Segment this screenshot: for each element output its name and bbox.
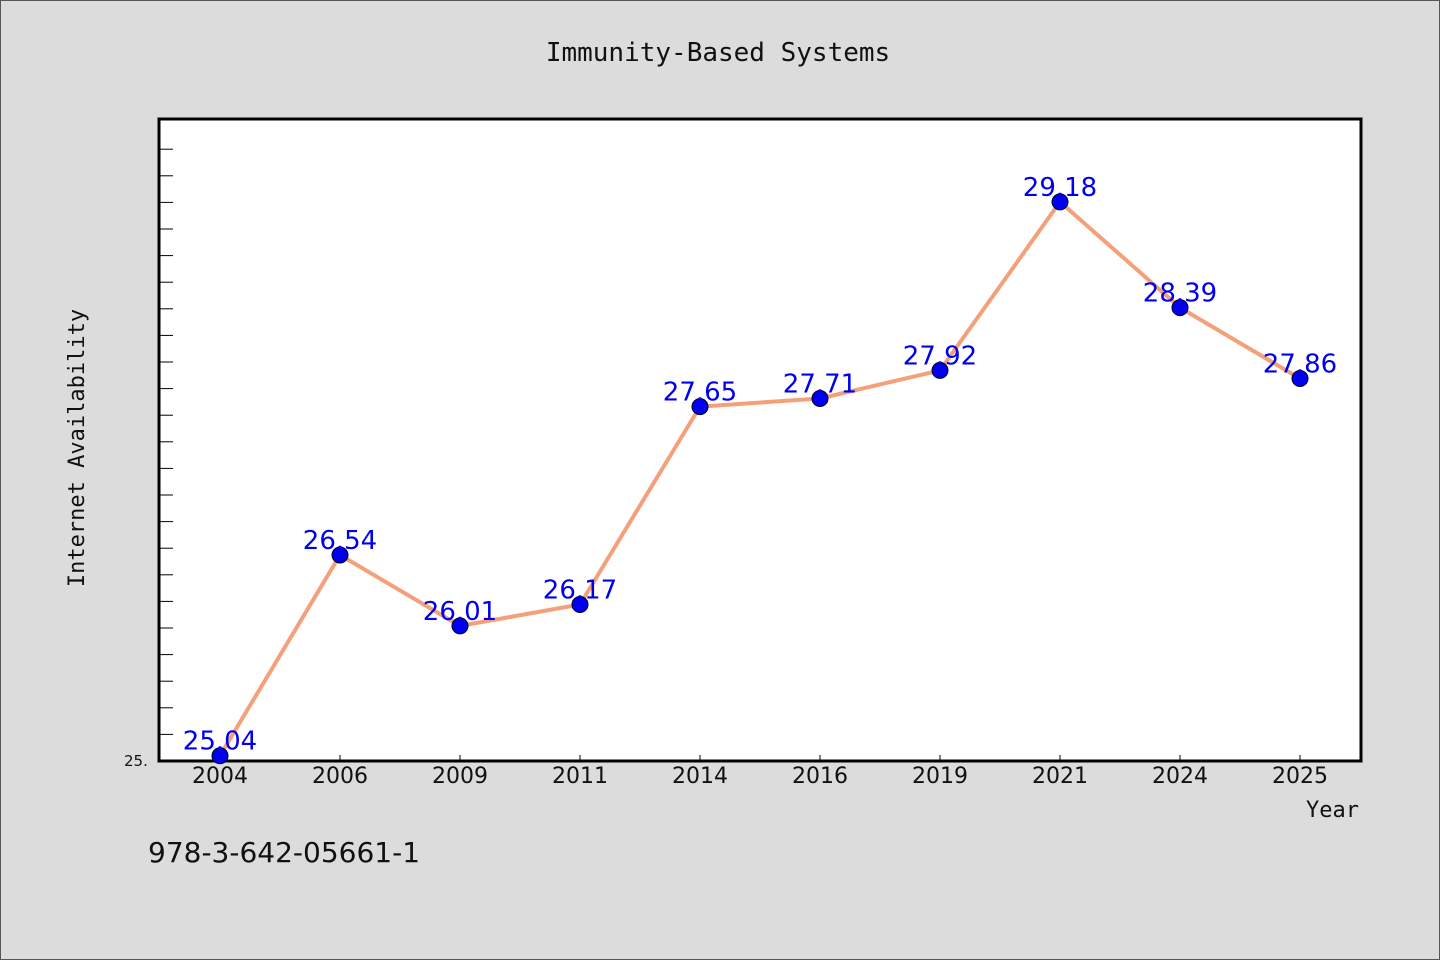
data-point [451,617,469,635]
chart-title: Immunity-Based Systems [546,38,890,68]
x-tick-label: 2024 [1152,764,1208,789]
series-line [218,199,1302,757]
x-tick-label: 2011 [552,764,608,789]
data-point [691,398,709,416]
data-point [571,596,589,613]
data-label: 26.54 [303,526,377,556]
x-tick-label: 2009 [432,764,488,789]
data-label: 27.71 [783,370,857,400]
y-axis-label: Internet Availability [65,309,90,587]
data-label: 27.86 [1263,350,1337,380]
data-label: 27.92 [903,341,977,371]
y-tick-label: 25. [124,752,148,770]
x-axis-label: Year [1306,798,1359,823]
data-label: 26.17 [543,576,617,606]
data-point [331,546,349,564]
x-tick-label: 2006 [312,764,368,789]
plot-area [157,117,1363,763]
data-point [1291,370,1309,387]
data-labels: 25.04 26.54 26.01 26.17 27.65 27.71 27.92 29.18… [183,173,1337,757]
isbn-text: 978-3-642-05661-1 [148,836,420,869]
x-tick-label: 2025 [1272,764,1328,789]
data-point [931,361,949,379]
x-axis-tick-labels: 2004 2006 2009 2011 2014 2016 2019 2021 2024 2025 [192,764,1328,789]
data-label: 29.18 [1023,173,1097,203]
x-tick-label: 2016 [792,764,848,789]
x-tick-label: 2004 [192,764,248,789]
data-point [1171,299,1189,317]
x-tick-label: 2014 [672,764,728,789]
data-point [811,390,829,407]
x-axis-ticks [219,755,1301,761]
data-label: 28.39 [1143,279,1217,309]
data-point [1051,193,1069,211]
x-tick-label: 2019 [912,764,968,789]
x-tick-label: 2021 [1032,764,1088,789]
data-label: 27.65 [663,378,737,408]
data-point [211,747,229,765]
data-label: 26.01 [423,597,497,627]
data-points [211,193,1309,765]
y-axis-ticks [159,148,173,735]
data-label: 25.04 [183,727,257,757]
